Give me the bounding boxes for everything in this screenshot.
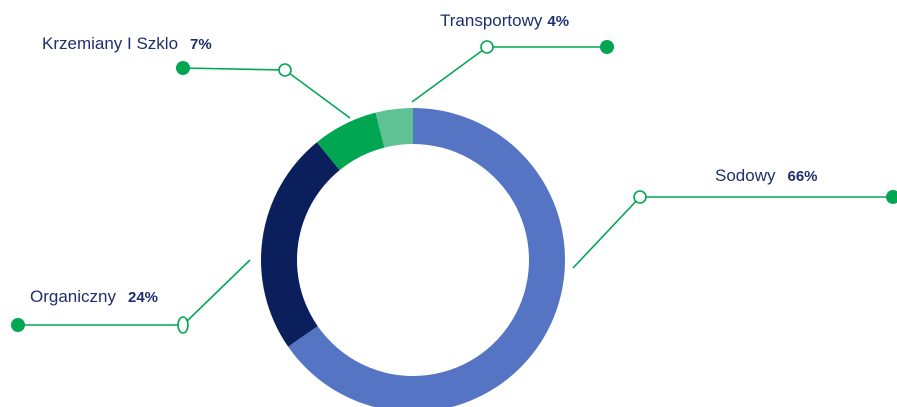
- slice-label: Krzemiany I Szklo 7%: [42, 34, 212, 53]
- leader-anchor: [633, 190, 647, 204]
- leader-anchor: [177, 316, 189, 334]
- slice-label: Transportowy 4%: [440, 11, 569, 30]
- leader-anchor: [480, 40, 494, 54]
- value-label: 66%: [787, 168, 817, 185]
- leader-line: [411, 46, 607, 103]
- category-name: Sodowy: [715, 166, 776, 185]
- leader-line: [182, 67, 351, 119]
- leader-line: [572, 196, 895, 269]
- leader-dot: [176, 61, 190, 75]
- category-name: Organiczny: [30, 287, 116, 306]
- category-name: Krzemiany I Szklo: [42, 34, 178, 53]
- value-label: 7%: [190, 36, 212, 53]
- donut-slice: [261, 142, 340, 347]
- value-label: 24%: [128, 289, 158, 306]
- donut-slice: [375, 108, 413, 148]
- leader-anchor: [278, 63, 292, 77]
- leader-dot: [600, 40, 614, 54]
- slice-label: Sodowy 66%: [715, 166, 818, 185]
- leader-dot: [11, 318, 25, 332]
- donut-slice: [316, 112, 385, 171]
- leader-dot: [886, 190, 897, 204]
- slice-label: Organiczny 24%: [30, 287, 158, 306]
- value-label: 4%: [547, 13, 569, 30]
- leader-lines: [11, 40, 897, 334]
- category-name: Transportowy: [440, 11, 543, 30]
